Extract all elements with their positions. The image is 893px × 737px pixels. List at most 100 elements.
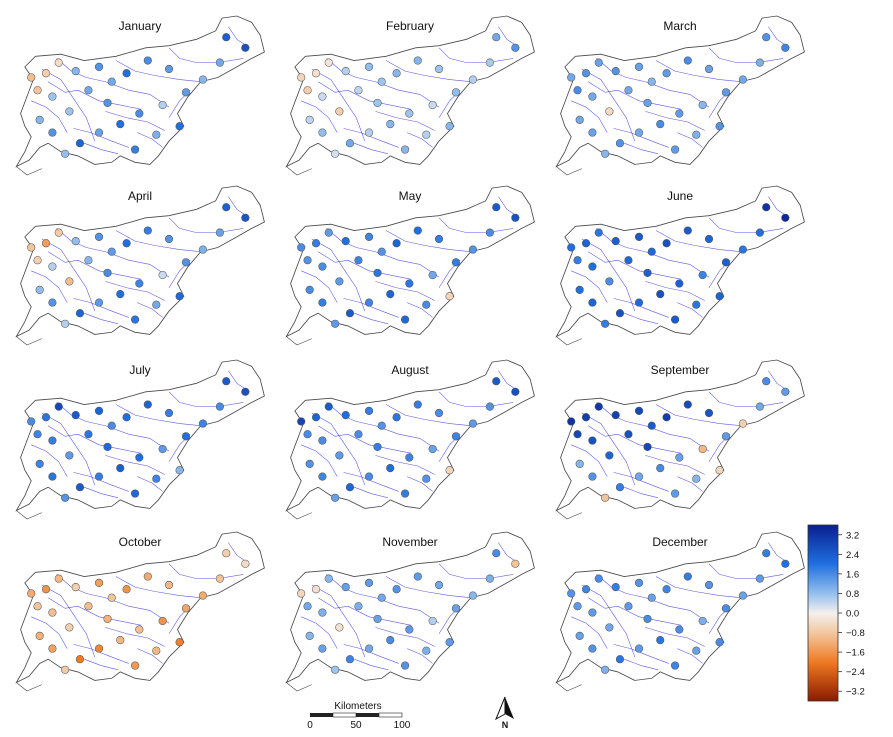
station-marker xyxy=(781,387,790,396)
station-marker xyxy=(318,472,327,481)
station-marker xyxy=(94,472,104,481)
station-marker xyxy=(573,256,582,265)
station-marker xyxy=(762,377,771,386)
scale-bar-segment-2 xyxy=(332,712,357,718)
river-line xyxy=(581,584,636,658)
station-marker xyxy=(675,453,684,462)
station-marker xyxy=(181,258,191,267)
station-marker xyxy=(75,655,85,664)
station-marker xyxy=(61,319,70,328)
colorbar-tick-label: −1.6 xyxy=(846,648,865,659)
river-line xyxy=(115,230,201,253)
station-marker xyxy=(130,315,140,324)
river-line xyxy=(301,616,338,649)
station-marker xyxy=(624,86,633,95)
station-marker xyxy=(656,636,665,645)
station-marker xyxy=(305,115,314,124)
river-line xyxy=(168,391,244,407)
station-marker xyxy=(297,589,306,598)
river-line xyxy=(41,238,96,312)
station-marker xyxy=(303,86,312,95)
station-marker xyxy=(107,77,116,86)
station-marker xyxy=(683,226,692,235)
coastline xyxy=(286,336,312,346)
colorbar-tick-label: −2.4 xyxy=(846,667,865,678)
station-marker xyxy=(386,120,395,129)
station-marker xyxy=(305,631,314,640)
river-line xyxy=(438,47,514,63)
river-line xyxy=(168,563,244,579)
station-marker xyxy=(683,572,692,581)
station-marker xyxy=(164,580,174,590)
station-marker xyxy=(311,585,321,594)
map-body xyxy=(15,531,265,692)
station-marker xyxy=(386,636,395,645)
coastline xyxy=(556,510,582,520)
station-marker xyxy=(335,277,344,286)
station-marker xyxy=(345,309,355,318)
river-line xyxy=(655,576,741,599)
station-marker xyxy=(341,67,350,76)
station-marker xyxy=(335,623,344,632)
station-marker xyxy=(400,489,410,498)
station-marker xyxy=(143,572,152,581)
station-marker xyxy=(601,493,610,502)
river-line xyxy=(571,270,608,303)
river-line xyxy=(115,60,201,83)
station-marker xyxy=(198,419,208,428)
station-marker xyxy=(364,232,374,241)
station-marker xyxy=(35,285,44,294)
station-marker xyxy=(400,145,410,154)
station-marker xyxy=(405,453,414,462)
station-marker xyxy=(434,580,444,590)
station-marker xyxy=(71,67,80,76)
station-marker xyxy=(698,270,707,280)
station-marker xyxy=(341,237,350,246)
station-marker xyxy=(364,578,374,587)
station-marker xyxy=(581,69,591,78)
station-marker xyxy=(400,315,410,324)
station-marker xyxy=(634,62,644,71)
country-outline xyxy=(555,359,805,512)
station-marker xyxy=(492,377,501,386)
river-line xyxy=(56,58,170,108)
river-line xyxy=(105,455,165,475)
station-marker xyxy=(107,421,116,430)
panel-title: April xyxy=(128,189,152,203)
river-line xyxy=(56,574,170,624)
station-marker xyxy=(116,120,125,129)
station-marker xyxy=(318,298,327,307)
station-marker xyxy=(573,86,582,95)
river-line xyxy=(137,132,163,148)
north-arrow-label: N xyxy=(502,720,509,730)
station-marker xyxy=(318,608,327,617)
colorbar-legend: 3.2 2.4 1.6 0.8 0.0 −0.8 −1.6 −2.4 −3.2 xyxy=(807,524,865,702)
river-line xyxy=(73,298,129,318)
station-marker xyxy=(581,239,591,248)
station-marker xyxy=(781,43,790,52)
river-line xyxy=(677,302,703,318)
station-marker xyxy=(715,638,724,647)
station-marker xyxy=(755,574,764,583)
station-marker xyxy=(588,436,597,445)
station-marker xyxy=(373,98,382,108)
map-panel-november: November xyxy=(285,531,535,692)
station-marker xyxy=(33,86,42,95)
river-line xyxy=(31,616,68,649)
station-marker xyxy=(241,213,250,222)
station-marker xyxy=(643,268,652,278)
panel-title: August xyxy=(391,363,429,377)
country-outline xyxy=(285,531,535,684)
station-marker xyxy=(611,583,620,592)
station-marker xyxy=(594,574,603,583)
station-marker xyxy=(103,614,112,624)
station-marker xyxy=(647,247,656,256)
station-marker xyxy=(451,258,461,267)
station-marker xyxy=(373,442,382,452)
station-marker xyxy=(122,239,131,248)
river-line xyxy=(677,476,703,492)
station-marker xyxy=(335,107,344,116)
river-line xyxy=(301,270,338,303)
station-marker xyxy=(762,33,771,42)
station-marker xyxy=(377,247,386,256)
